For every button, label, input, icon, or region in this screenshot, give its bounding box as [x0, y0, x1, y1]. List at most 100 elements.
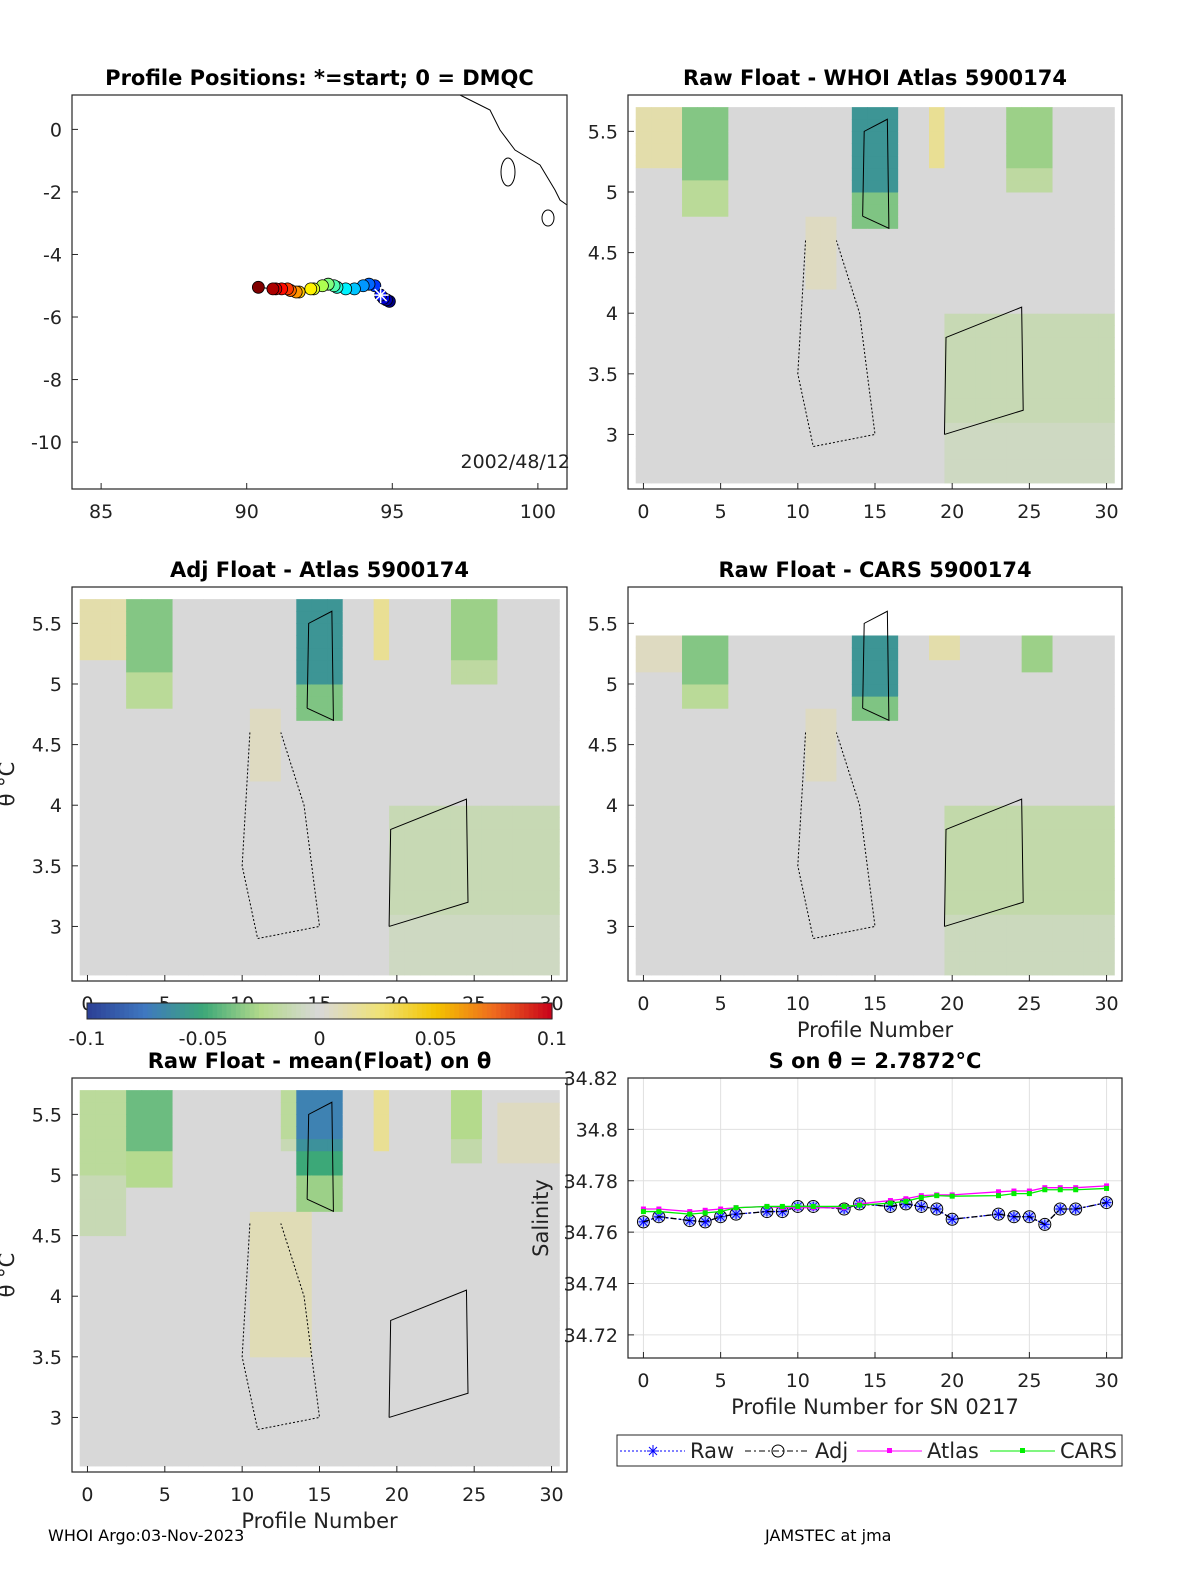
heatmap-cell — [882, 890, 899, 903]
heatmap-cell — [682, 143, 698, 157]
atlas-marker — [656, 1206, 662, 1212]
heatmap-cell — [188, 914, 204, 927]
heatmap-cell — [836, 349, 853, 363]
heatmap-cell — [126, 1138, 143, 1152]
heatmap-cell — [79, 720, 96, 733]
heatmap-cell — [697, 288, 714, 302]
heatmap-cell — [342, 1102, 359, 1115]
heatmap-cell — [141, 623, 158, 636]
heatmap-cell — [929, 240, 945, 254]
heatmap-cell — [497, 793, 514, 806]
heatmap-cell — [327, 599, 344, 612]
heatmap-cell — [666, 793, 683, 806]
heatmap-cell — [929, 853, 945, 867]
heatmap-cell — [635, 720, 652, 733]
heatmap-cell — [1098, 805, 1115, 818]
heatmap-cell — [1067, 325, 1084, 338]
heatmap-cell — [218, 1090, 235, 1103]
heatmap-cell — [774, 817, 791, 830]
heatmap-cell — [743, 446, 760, 460]
heatmap-cell — [311, 1211, 328, 1224]
heatmap-cell — [1098, 276, 1115, 290]
heatmap-cell — [188, 1187, 204, 1200]
heatmap-cell — [990, 659, 1007, 673]
heatmap-cell — [728, 155, 745, 169]
heatmap-cell — [990, 853, 1007, 867]
heatmap-cell — [975, 252, 992, 266]
heatmap-cell — [203, 890, 220, 903]
cars-marker — [764, 1203, 770, 1209]
heatmap-cell — [389, 1405, 406, 1418]
heatmap-cell — [697, 349, 714, 363]
heatmap-cell — [141, 768, 158, 782]
adj-marker — [698, 1215, 712, 1229]
heatmap-cell — [234, 1393, 251, 1406]
heatmap-cell — [157, 1162, 174, 1176]
heatmap-cell — [126, 659, 143, 673]
heatmap-cell — [126, 950, 143, 964]
heatmap-cell — [404, 671, 421, 685]
heatmap-cell — [450, 902, 467, 915]
heatmap-cell — [466, 1211, 483, 1224]
heatmap-cell — [389, 914, 406, 927]
heatmap-cell — [404, 1259, 421, 1273]
heatmap-cell — [234, 1441, 251, 1455]
heatmap-cell — [944, 756, 961, 770]
atlas-marker — [903, 1196, 909, 1202]
heatmap-cell — [172, 623, 189, 636]
heatmap-cell — [1037, 926, 1054, 940]
heatmap-cell — [867, 240, 884, 254]
heatmap-cell — [820, 349, 837, 363]
heatmap-cell — [234, 1114, 251, 1127]
heatmap-cell — [774, 720, 791, 733]
heatmap-cell — [528, 1138, 545, 1152]
heatmap-cell — [867, 696, 884, 709]
heatmap-cell — [728, 458, 745, 472]
heatmap-cell — [913, 768, 930, 782]
plot-title: S on θ = 2.7872°C — [769, 1049, 982, 1073]
heatmap-cell — [990, 756, 1007, 770]
heatmap-cell — [110, 1308, 127, 1321]
heatmap-cell — [342, 817, 359, 830]
heatmap-cell — [157, 1247, 174, 1261]
heatmap-cell — [1083, 853, 1100, 867]
heatmap-cell — [95, 877, 112, 891]
heatmap-cell — [296, 1344, 313, 1358]
heatmap-cell — [188, 805, 204, 818]
cars-marker — [810, 1203, 816, 1209]
heatmap-cell — [1006, 902, 1023, 915]
heatmap-cell — [327, 1284, 344, 1297]
heatmap-cell — [898, 793, 915, 806]
heatmap-cell — [1006, 131, 1023, 144]
heatmap-cell — [528, 1126, 545, 1140]
heatmap-cell — [95, 635, 112, 649]
heatmap-cell — [481, 659, 498, 673]
heatmap-cell — [929, 434, 945, 448]
heatmap-cell — [481, 1114, 498, 1127]
heatmap-cell — [358, 756, 375, 770]
heatmap-cell — [311, 732, 328, 746]
heatmap-cell — [203, 1429, 220, 1443]
heatmap-cell — [651, 865, 668, 879]
heatmap-cell — [110, 1320, 127, 1334]
heatmap-cell — [1006, 829, 1023, 843]
heatmap-cell — [481, 1174, 498, 1188]
heatmap-cell — [280, 1368, 297, 1382]
heatmap-cell — [373, 926, 390, 940]
heatmap-cell — [203, 1259, 220, 1273]
heatmap-cell — [481, 1356, 498, 1370]
heatmap-cell — [913, 793, 930, 806]
heatmap-cell — [635, 635, 652, 649]
heatmap-cell — [373, 1284, 390, 1297]
heatmap-cell — [481, 599, 498, 612]
y-tick-label: 5.5 — [588, 121, 618, 143]
heatmap-cell — [373, 780, 390, 794]
heatmap-cell — [126, 1308, 143, 1321]
heatmap-cell — [759, 458, 776, 472]
heatmap-cell — [836, 805, 853, 818]
heatmap-cell — [913, 434, 930, 448]
heatmap-cell — [141, 793, 158, 806]
heatmap-cell — [1052, 720, 1069, 733]
heatmap-cell — [95, 1368, 112, 1382]
heatmap-cell — [311, 720, 328, 733]
